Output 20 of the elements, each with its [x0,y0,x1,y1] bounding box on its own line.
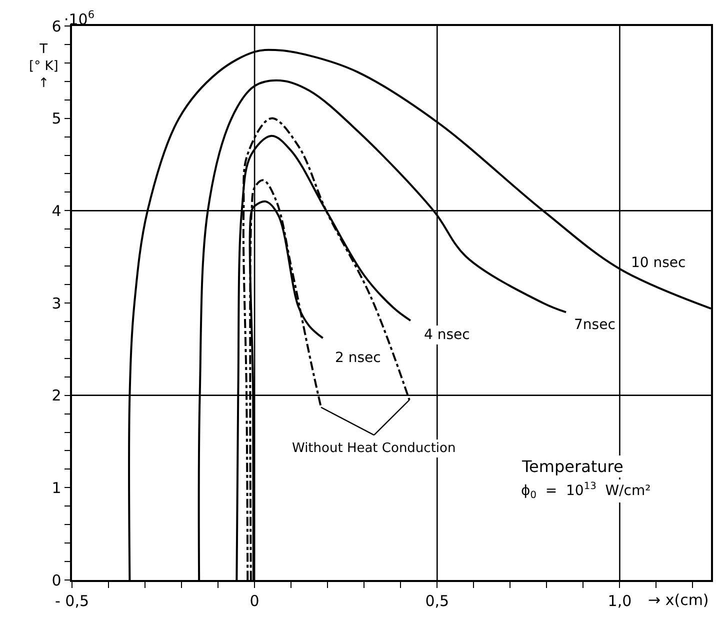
y-axis-title: T [° K] ↑ [29,42,58,91]
x-axis-title: → x(cm) [648,591,709,609]
x-tick-label: 0 [250,592,260,610]
x-tick-label: - 0,5 [54,592,90,610]
y-tick-label: 6 [52,17,62,36]
series-label: 2 nsec [335,350,381,366]
y-tick-label: 0 [52,571,62,590]
y-tick-label: 4 [52,202,62,220]
annotation: ϕ$_{0}$ = 10$^{13}$ W/cm² [521,481,651,501]
annotation: Temperature [521,457,624,476]
y-tick-label: 3 [52,294,62,312]
x-tick-label: 0,5 [425,592,450,610]
x-tick-label: 1,0 [608,592,632,610]
annotation: Without Heat Conduction [292,441,456,456]
series-label: 10 nsec [631,255,686,271]
y-tick-label: 2 [52,386,62,405]
y-tick-label: 1 [52,478,62,497]
series-label: 7nsec [574,317,616,333]
y-tick-label: 5 [52,110,62,128]
series-label: 4 nsec [424,327,470,343]
